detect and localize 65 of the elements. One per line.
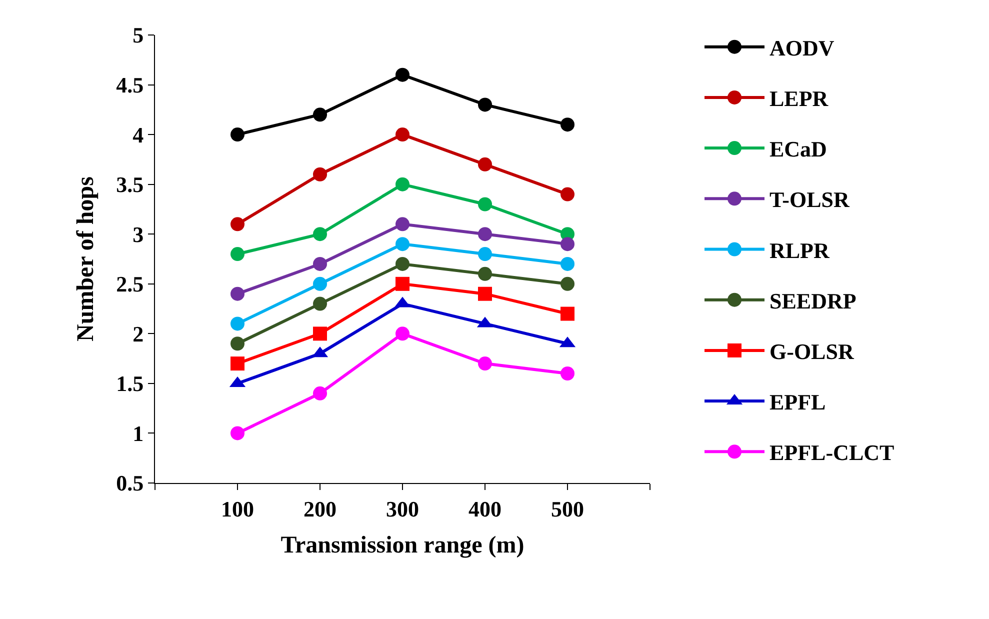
- point: [560, 187, 574, 202]
- x-axis-title: Transmission range (m): [280, 532, 524, 559]
- point: [478, 157, 492, 172]
- legend-label: AODV: [770, 35, 834, 60]
- point: [560, 276, 574, 291]
- point: [396, 237, 410, 252]
- y-tick-label: 4.5: [116, 72, 144, 98]
- point: [313, 167, 327, 182]
- point: [396, 217, 410, 232]
- y-tick-label: 1: [132, 420, 144, 446]
- point: [560, 118, 574, 132]
- point: [478, 286, 492, 301]
- point: [478, 266, 492, 281]
- y-axis-title: Number of hops: [73, 176, 100, 342]
- point: [560, 306, 574, 321]
- y-tick-label: 1.5: [116, 371, 144, 396]
- y-tick-label: 3: [132, 222, 144, 247]
- x-tick-label: 300: [386, 496, 419, 522]
- legend-label: EPFL: [770, 390, 826, 415]
- point: [396, 256, 410, 271]
- point: [230, 356, 244, 371]
- y-tick-label: 4: [132, 122, 144, 148]
- x-tick-label: 200: [304, 496, 336, 522]
- y-tick-label: 2.5: [116, 272, 144, 297]
- point: [230, 336, 244, 351]
- point: [230, 426, 244, 440]
- point: [478, 197, 492, 212]
- point: [478, 98, 492, 112]
- legend-label: RLPR: [770, 238, 830, 263]
- point: [313, 256, 327, 271]
- point: [230, 128, 244, 142]
- point: [396, 68, 410, 82]
- y-tick-label: 0.5: [116, 470, 144, 496]
- legend-label: EPFL-CLCT: [770, 440, 894, 466]
- point: [230, 247, 244, 262]
- point: [560, 237, 574, 252]
- point: [478, 227, 492, 242]
- x-tick-label: 100: [221, 496, 254, 522]
- point: [478, 247, 492, 262]
- legend-label: T-OLSR: [770, 187, 850, 212]
- point: [313, 326, 327, 341]
- y-tick-label: 5: [132, 22, 144, 48]
- x-tick-label: 500: [551, 496, 584, 522]
- point: [560, 256, 574, 271]
- point: [313, 296, 327, 311]
- point: [230, 217, 244, 232]
- point: [478, 356, 492, 371]
- y-tick-label: 2: [132, 321, 144, 346]
- legend-label: ECaD: [770, 136, 827, 162]
- point: [396, 326, 410, 341]
- y-tick-label: 3.5: [116, 172, 144, 198]
- legend-label: G-OLSR: [770, 339, 855, 364]
- legend-label: SEEDRP: [770, 288, 856, 314]
- point: [313, 386, 327, 400]
- point: [560, 366, 574, 380]
- point: [313, 108, 327, 122]
- point: [313, 227, 327, 242]
- point: [396, 177, 410, 192]
- legend-label: LEPR: [770, 86, 830, 112]
- point: [396, 128, 410, 142]
- point: [396, 276, 410, 291]
- point: [230, 286, 244, 301]
- x-tick-label: 400: [468, 496, 502, 522]
- point: [313, 276, 327, 291]
- point: [230, 316, 244, 331]
